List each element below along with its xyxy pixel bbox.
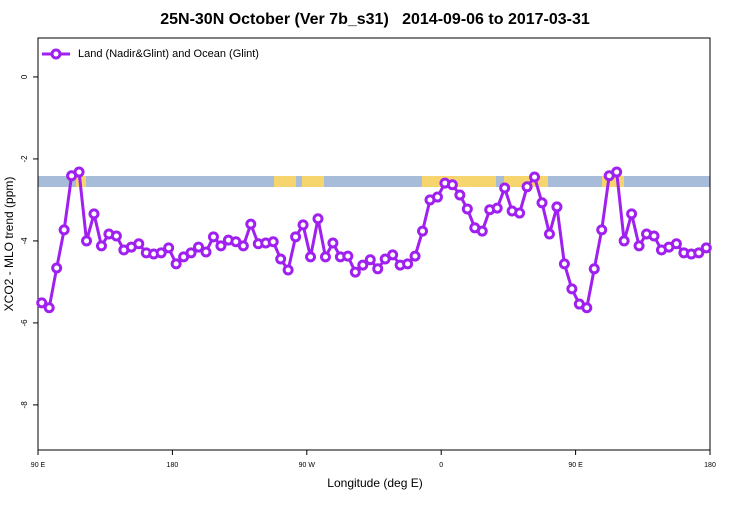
data-point: [36, 297, 48, 309]
data-point: [461, 203, 473, 215]
data-point: [88, 208, 100, 220]
data-point: [215, 240, 227, 252]
x-tick-label: 90 E: [31, 462, 46, 469]
y-tick-label: -2: [20, 155, 29, 163]
data-point: [73, 166, 85, 178]
data-point: [551, 201, 563, 213]
data-point: [133, 238, 145, 250]
data-point: [110, 230, 122, 242]
data-point: [454, 189, 466, 201]
data-point: [700, 242, 712, 254]
data-point: [58, 224, 70, 236]
data-point: [372, 263, 384, 275]
data-point: [491, 202, 503, 214]
data-point: [633, 240, 645, 252]
data-point: [290, 231, 302, 243]
data-point: [431, 191, 443, 203]
data-point: [95, 240, 107, 252]
data-point: [521, 181, 533, 193]
data-point: [305, 251, 317, 263]
y-tick-label: -4: [20, 237, 29, 245]
data-point: [596, 224, 608, 236]
data-point: [581, 302, 593, 314]
x-tick-label: 90 E: [568, 462, 583, 469]
x-tick-label: 90 W: [299, 462, 316, 469]
data-point: [364, 254, 376, 266]
x-tick-label: 0: [439, 462, 443, 469]
data-point: [529, 171, 541, 183]
data-point: [193, 241, 205, 253]
data-point: [51, 262, 63, 274]
data-point: [357, 259, 369, 271]
data-point: [588, 263, 600, 275]
data-point: [446, 179, 458, 191]
data-point: [81, 235, 93, 247]
data-point: [327, 237, 339, 249]
data-point: [558, 258, 570, 270]
data-point: [282, 264, 294, 276]
data-point: [319, 251, 331, 263]
data-point: [409, 250, 421, 262]
data-point: [267, 236, 279, 248]
data-point: [543, 228, 555, 240]
y-tick-label: 0: [20, 74, 29, 79]
data-point: [207, 231, 219, 243]
data-point: [626, 208, 638, 220]
data-point: [618, 235, 630, 247]
land-band: [422, 176, 496, 187]
land-band: [302, 176, 324, 187]
data-point: [245, 218, 257, 230]
data-point: [476, 225, 488, 237]
y-axis-label: XCO2 - MLO trend (ppm): [2, 177, 16, 312]
data-point: [43, 302, 55, 314]
data-point: [200, 246, 212, 258]
data-point: [297, 219, 309, 231]
data-point: [170, 258, 182, 270]
data-point: [670, 238, 682, 250]
data-point: [499, 182, 511, 194]
data-point: [514, 207, 526, 219]
land-band: [602, 176, 624, 187]
data-point: [163, 242, 175, 254]
data-point: [349, 266, 361, 278]
data-point: [342, 250, 354, 262]
y-tick-label: -6: [20, 319, 29, 327]
data-point: [387, 249, 399, 261]
data-point: [417, 225, 429, 237]
x-axis-label: Longitude (deg E): [327, 476, 422, 490]
data-point: [237, 240, 249, 252]
ocean-band: [38, 176, 710, 187]
data-point: [185, 247, 197, 259]
legend-label: Land (Nadir&Glint) and Ocean (Glint): [78, 48, 259, 60]
data-point: [275, 253, 287, 265]
data-point: [312, 213, 324, 225]
data-point: [536, 197, 548, 209]
data-point: [693, 247, 705, 259]
data-point: [155, 247, 167, 259]
land-band: [274, 176, 296, 187]
data-point: [611, 166, 623, 178]
legend-marker: [50, 48, 62, 60]
data-point: [402, 258, 414, 270]
x-tick-label: 180: [167, 462, 179, 469]
data-point: [648, 230, 660, 242]
y-tick-label: -8: [20, 401, 29, 409]
x-tick-label: 180: [704, 462, 716, 469]
chart-title: 25N-30N October (Ver 7b_s31) 2014-09-06 …: [160, 11, 590, 28]
data-point: [566, 283, 578, 295]
